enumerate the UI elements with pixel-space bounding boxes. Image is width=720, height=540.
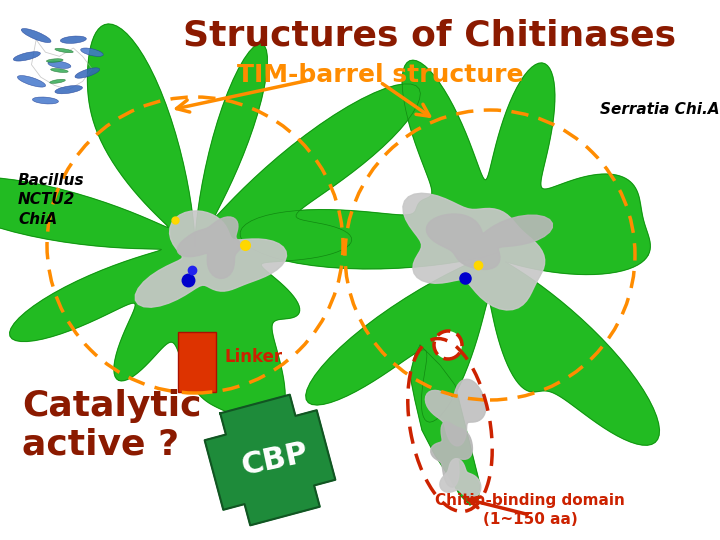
Ellipse shape <box>55 49 73 53</box>
Polygon shape <box>240 60 660 445</box>
Ellipse shape <box>14 52 40 61</box>
Text: Chitin-binding domain
(1~150 aa): Chitin-binding domain (1~150 aa) <box>435 493 625 527</box>
Circle shape <box>434 331 462 359</box>
Ellipse shape <box>32 97 58 104</box>
Text: TIM-barrel structure: TIM-barrel structure <box>237 63 523 87</box>
Ellipse shape <box>50 79 66 83</box>
FancyBboxPatch shape <box>178 332 216 392</box>
Ellipse shape <box>46 59 63 62</box>
Ellipse shape <box>22 29 51 43</box>
Ellipse shape <box>55 85 83 94</box>
Ellipse shape <box>75 68 99 78</box>
Polygon shape <box>426 379 486 446</box>
Text: Catalytic
active ?: Catalytic active ? <box>22 389 202 461</box>
Text: Serratia Chi.A: Serratia Chi.A <box>600 103 719 118</box>
Polygon shape <box>177 217 241 279</box>
Polygon shape <box>204 395 336 525</box>
Ellipse shape <box>48 61 71 69</box>
Ellipse shape <box>60 36 86 43</box>
Text: Bacillus
NCTU2
ChiA: Bacillus NCTU2 ChiA <box>18 173 85 227</box>
Polygon shape <box>431 422 472 487</box>
Ellipse shape <box>50 69 68 72</box>
Polygon shape <box>426 214 552 269</box>
Ellipse shape <box>81 48 103 56</box>
Ellipse shape <box>17 76 45 87</box>
Text: Structures of Chitinases: Structures of Chitinases <box>184 18 677 52</box>
Polygon shape <box>440 458 481 498</box>
Polygon shape <box>0 24 420 426</box>
Polygon shape <box>410 345 480 505</box>
Text: CBP: CBP <box>239 439 311 481</box>
Polygon shape <box>403 193 545 310</box>
Text: Linker: Linker <box>225 348 283 366</box>
Polygon shape <box>135 211 287 307</box>
